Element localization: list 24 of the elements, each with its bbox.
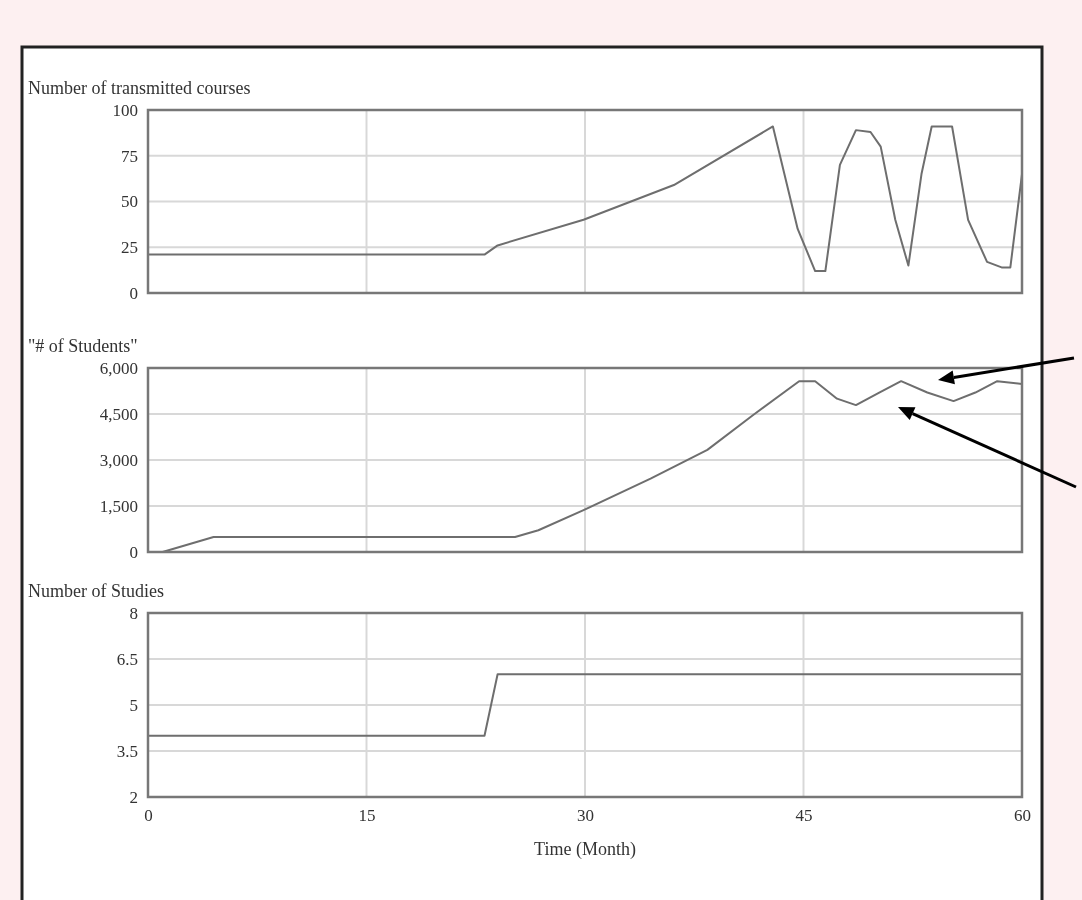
chart-title: Number of Studies — [28, 581, 164, 601]
x-tick-label: 60 — [1014, 806, 1031, 826]
y-tick-label: 100 — [112, 100, 138, 120]
y-tick-label: 25 — [121, 238, 138, 258]
chart-title: "# of Students" — [28, 336, 138, 356]
y-tick-label: 3,000 — [99, 450, 138, 470]
y-tick-label: 75 — [121, 146, 138, 166]
y-tick-label: 4,500 — [99, 404, 138, 424]
chart-title: Number of transmitted courses — [28, 78, 251, 98]
y-tick-label: 5 — [129, 695, 138, 715]
x-tick-label: 30 — [577, 806, 594, 826]
y-tick-label: 6.5 — [116, 649, 138, 669]
y-tick-label: 50 — [121, 192, 138, 212]
y-tick-label: 0 — [129, 283, 138, 303]
y-tick-label: 3.5 — [116, 741, 138, 761]
x-tick-label: 45 — [795, 806, 813, 826]
y-tick-label: 6,000 — [99, 358, 138, 378]
y-tick-label: 1,500 — [99, 496, 138, 516]
y-tick-label: 0 — [129, 542, 138, 562]
x-tick-label: 0 — [144, 806, 153, 826]
y-tick-label: 2 — [129, 787, 138, 807]
x-axis-title: Time (Month) — [534, 839, 636, 860]
y-tick-label: 8 — [129, 603, 138, 623]
x-tick-label: 15 — [358, 806, 376, 826]
